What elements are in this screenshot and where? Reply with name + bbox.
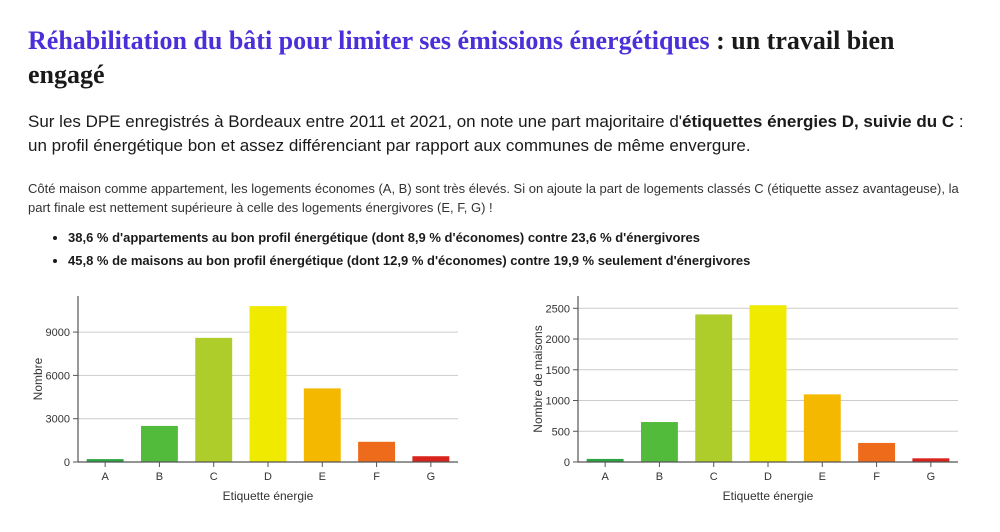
svg-text:A: A [101, 471, 109, 483]
chart-right: 0 500 1000 1500 2000 2500 A B C D E F G Etiquette éne… [528, 288, 968, 508]
svg-text:F: F [373, 471, 380, 483]
svg-text:Etiquette énergie: Etiquette énergie [223, 489, 314, 503]
page-title: Réhabilitation du bâti pour limiter ses … [28, 24, 972, 92]
svg-text:G: G [427, 471, 436, 483]
svg-text:D: D [264, 471, 272, 483]
svg-text:E: E [319, 471, 326, 483]
list-item: 45,8 % de maisons au bon profil énergéti… [68, 253, 972, 268]
svg-text:500: 500 [552, 426, 570, 438]
svg-text:1000: 1000 [546, 395, 570, 407]
svg-text:E: E [819, 471, 826, 483]
svg-text:B: B [656, 471, 663, 483]
intro-bold: étiquettes énergies D, suivie du C [682, 112, 954, 131]
charts-row: 0 3000 6000 9000 A B C D E F G Etiquette énergie Nom… [28, 288, 972, 508]
svg-text:B: B [156, 471, 163, 483]
intro-paragraph: Sur les DPE enregistrés à Bordeaux entre… [28, 110, 972, 159]
svg-text:1500: 1500 [546, 365, 570, 377]
svg-text:C: C [710, 471, 718, 483]
chart-left: 0 3000 6000 9000 A B C D E F G Etiquette énergie Nom… [28, 288, 468, 508]
list-item: 38,6 % d'appartements au bon profil éner… [68, 230, 972, 245]
svg-text:A: A [601, 471, 609, 483]
svg-text:D: D [764, 471, 772, 483]
svg-text:2500: 2500 [546, 303, 570, 315]
intro-pre: Sur les DPE enregistrés à Bordeaux entre… [28, 112, 682, 131]
body-paragraph: Côté maison comme appartement, les logem… [28, 179, 972, 218]
bullet-list: 38,6 % d'appartements au bon profil éner… [28, 230, 972, 268]
svg-text:0: 0 [564, 457, 570, 469]
svg-text:Nombre: Nombre [31, 357, 45, 400]
svg-text:9000: 9000 [46, 327, 70, 339]
svg-text:G: G [927, 471, 936, 483]
svg-text:6000: 6000 [46, 370, 70, 382]
title-accent: Réhabilitation du bâti pour limiter ses … [28, 26, 710, 55]
svg-text:F: F [873, 471, 880, 483]
svg-text:0: 0 [64, 457, 70, 469]
svg-text:Nombre de maisons: Nombre de maisons [531, 325, 545, 432]
svg-text:3000: 3000 [46, 414, 70, 426]
svg-text:Etiquette énergie: Etiquette énergie [723, 489, 814, 503]
svg-text:2000: 2000 [546, 334, 570, 346]
svg-text:C: C [210, 471, 218, 483]
